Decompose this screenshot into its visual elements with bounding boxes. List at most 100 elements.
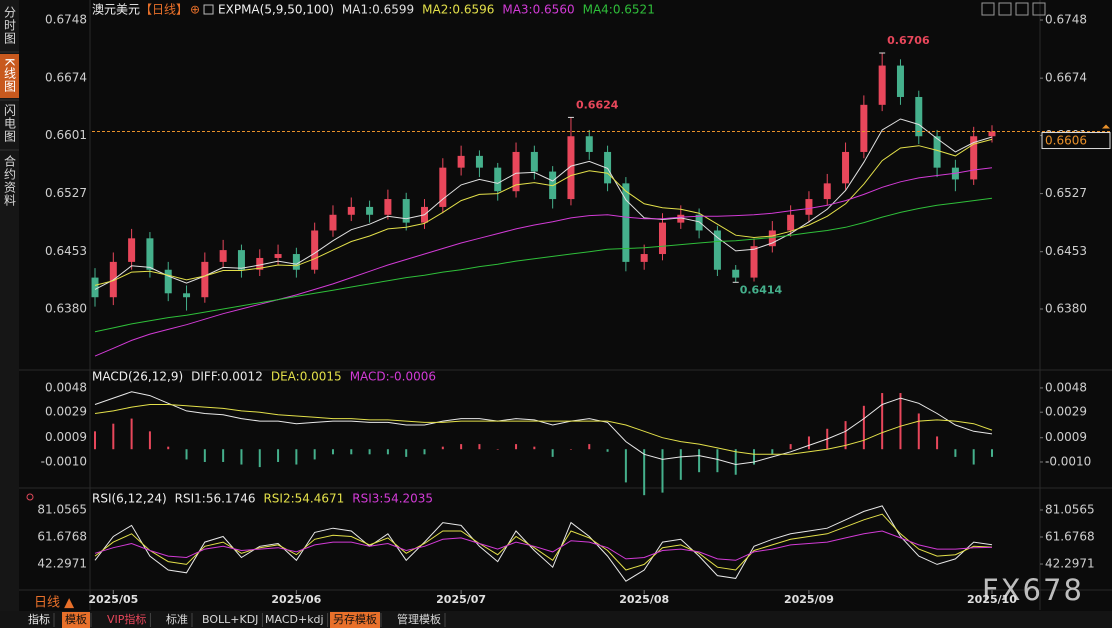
y-tick-label-right: 0.0048 [1045, 380, 1087, 394]
candle-body [640, 254, 648, 262]
ma-line [94, 118, 993, 290]
high-annotation: 0.6624 [576, 98, 619, 111]
toolbar-button[interactable]: 指标 [28, 612, 50, 626]
candle-body [274, 254, 282, 258]
histogram-bar [588, 444, 591, 450]
sidebar-active [0, 54, 19, 98]
y-tick-label-right: 0.0009 [1045, 430, 1087, 444]
candle-body [713, 230, 721, 270]
candle-body [237, 250, 245, 270]
histogram-bar [551, 449, 554, 457]
icon[interactable] [1032, 2, 1046, 16]
indicator-line [94, 513, 993, 571]
toolbar-button[interactable]: 管理模板 [397, 612, 441, 626]
histogram-bar [899, 393, 902, 450]
sidebar-tab[interactable]: 分时图 [3, 6, 17, 45]
toolbar-button[interactable]: 模板 [65, 612, 87, 626]
candle-body [988, 131, 996, 137]
toolbar [0, 611, 1112, 628]
indicator-line [94, 391, 993, 466]
candle-body [146, 238, 154, 270]
toolbar-button[interactable]: MACD+kdj [265, 613, 324, 626]
histogram-bar [203, 449, 206, 462]
candle-body [311, 230, 319, 270]
y-tick-label: 0.0048 [45, 380, 87, 394]
candle-body [604, 151, 612, 184]
histogram-bar [862, 405, 865, 450]
toolbar-button[interactable]: 标准 [166, 612, 188, 626]
histogram-bar [881, 393, 884, 450]
histogram-bar [405, 449, 408, 457]
histogram-bar [991, 449, 993, 457]
histogram-bar [679, 449, 682, 480]
y-tick-label: 0.0029 [45, 405, 87, 419]
candle-body [512, 151, 520, 192]
legend-entry: RSI3:54.2035 [352, 492, 433, 506]
candle-body [658, 222, 666, 255]
histogram-bar [148, 431, 151, 450]
period-switch[interactable]: 日线 ▲ [34, 596, 74, 611]
icon[interactable] [998, 2, 1012, 16]
indicator-name: EXPMA(5,9,50,100) [218, 3, 334, 17]
y-tick-label-right: 0.6527 [1045, 186, 1087, 200]
legend-entry: DIFF:0.0012 [191, 370, 263, 384]
histogram-bar [313, 449, 316, 460]
candle-body [878, 65, 886, 105]
legend-entry: RSI2:54.4671 [263, 492, 344, 506]
y-tick-label: 81.0565 [37, 502, 87, 516]
candle-body [128, 238, 136, 262]
y-tick-label-right: 0.6380 [1045, 302, 1087, 316]
candle-body [787, 214, 795, 231]
histogram-bar [936, 436, 939, 450]
candle-body [347, 206, 355, 215]
histogram-bar [643, 449, 646, 496]
indicator-icon [203, 4, 214, 15]
histogram-bar [753, 449, 756, 465]
y-tick-label-right: -0.0010 [1045, 454, 1091, 468]
icon[interactable] [26, 493, 34, 501]
y-tick-label-right: 0.6453 [1045, 244, 1087, 258]
x-tick-label: 2025/06 [271, 593, 321, 606]
icon[interactable] [981, 2, 995, 16]
histogram-bar [771, 449, 774, 455]
candle-body [457, 155, 465, 168]
icon[interactable] [1015, 2, 1029, 16]
histogram-bar [258, 449, 261, 468]
histogram-bar [789, 444, 792, 450]
y-tick-label-right: 81.0565 [1045, 502, 1095, 516]
legend-entry: RSI1:56.1746 [175, 492, 256, 506]
candle-body [475, 155, 483, 168]
sidebar-tab[interactable]: 闪电图 [3, 104, 17, 143]
histogram-bar [972, 449, 975, 465]
instrument-name: 澳元美元 [92, 3, 140, 17]
x-tick-label: 2025/07 [436, 593, 486, 606]
indicator-line [94, 530, 993, 561]
y-tick-label-right: 0.6748 [1045, 13, 1087, 27]
histogram-bar [112, 423, 115, 450]
y-tick-label: 0.6527 [45, 186, 87, 200]
histogram-bar [441, 446, 444, 450]
legend-entry: MACD:-0.0006 [350, 370, 436, 384]
ma-line [94, 138, 993, 286]
y-tick-label: 42.2971 [37, 557, 87, 571]
toolbar-button[interactable]: BOLL+KDJ [202, 613, 258, 626]
toolbar-button[interactable]: 另存模板 [333, 612, 377, 626]
histogram-bar [844, 421, 847, 450]
candle-body [585, 136, 593, 152]
histogram-bar [624, 449, 627, 483]
low-annotation: 0.6414 [740, 283, 783, 296]
legend-entry: MA4:0.6521 [583, 3, 655, 17]
candle-body [750, 246, 758, 278]
histogram-bar [716, 449, 719, 473]
y-tick-label: 0.0009 [45, 430, 87, 444]
toolbar-button[interactable]: VIP指标 [107, 612, 146, 626]
toolbar-highlight [62, 612, 90, 628]
candle-body [567, 136, 575, 200]
sidebar-tab[interactable]: K线图 [3, 58, 17, 93]
candle-body [201, 261, 209, 298]
candle-body [842, 151, 850, 184]
histogram-bar [386, 449, 389, 455]
sidebar-tab[interactable]: 合约资料 [3, 154, 17, 207]
legend-entry: DEA:0.0015 [271, 370, 342, 384]
